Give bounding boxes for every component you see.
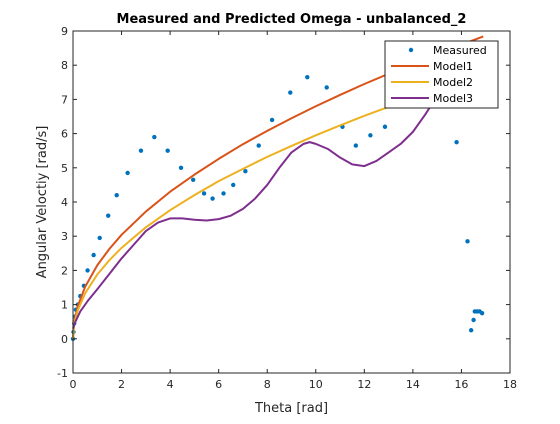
data-point (305, 74, 310, 80)
x-tick-label: 6 (215, 378, 222, 391)
data-point (201, 191, 207, 196)
x-tick-label: 10 (309, 378, 323, 391)
data-point (97, 235, 102, 241)
data-point (165, 148, 170, 153)
data-point (368, 133, 373, 138)
data-point (269, 117, 275, 123)
legend-box (384, 40, 499, 109)
data-point (85, 268, 90, 273)
x-tick-label: 0 (70, 378, 77, 391)
data-point (382, 124, 388, 129)
data-point (468, 328, 474, 333)
data-point (114, 192, 119, 198)
y-tick-label: 2 (61, 264, 68, 277)
x-tick-label: 14 (406, 378, 420, 391)
y-tick-label: 7 (61, 93, 68, 106)
x-tick-label: 2 (118, 378, 125, 391)
data-point (324, 85, 329, 90)
x-tick-label: 18 (503, 378, 517, 391)
y-tick-label: -1 (57, 367, 68, 380)
y-tick-label: 8 (61, 59, 68, 72)
y-tick-label: 1 (61, 299, 68, 312)
data-point (243, 169, 248, 174)
data-point (106, 213, 111, 218)
data-point (256, 143, 261, 148)
data-point (231, 182, 236, 188)
data-point (465, 239, 470, 244)
legend-label-measured: Measured (433, 44, 487, 57)
y-tick-label: 5 (61, 162, 68, 175)
data-point (454, 139, 459, 145)
data-point (479, 310, 485, 316)
legend-marker-measured (408, 47, 414, 53)
y-axis-label: Angular Veloctiy [rad/s] (35, 126, 50, 279)
y-tick-label: 4 (61, 196, 68, 209)
y-tick-label: 3 (61, 230, 68, 243)
data-point (178, 165, 184, 170)
x-tick-label: 8 (264, 378, 271, 391)
chart-title: Measured and Predicted Omega - unbalance… (117, 12, 467, 27)
x-axis-label: Theta [rad] (254, 401, 328, 416)
legend-label-model1: Model1 (433, 60, 473, 73)
legend: Measured Model1 Model2 Model3 (384, 40, 499, 109)
data-point (138, 148, 144, 153)
y-ticks: -1 0 1 2 3 4 5 6 7 8 9 (57, 25, 510, 380)
x-tick-label: 16 (454, 378, 468, 391)
data-point (353, 143, 359, 148)
data-point (125, 170, 130, 176)
data-point (471, 317, 476, 323)
legend-label-model2: Model2 (433, 76, 473, 89)
series-line-model3 (72, 95, 439, 329)
data-point (210, 196, 215, 201)
legend-label-model3: Model3 (433, 92, 473, 105)
y-tick-label: 9 (61, 25, 68, 38)
data-point (91, 252, 96, 258)
x-tick-label: 4 (167, 378, 174, 391)
y-tick-label: 6 (61, 128, 68, 141)
x-ticks: 0 2 4 6 8 10 12 14 16 18 (70, 31, 517, 391)
y-tick-label: 0 (61, 333, 68, 346)
data-point (221, 191, 226, 196)
data-point (152, 134, 157, 140)
data-point (190, 177, 196, 182)
x-tick-label: 12 (357, 378, 371, 391)
data-point (288, 90, 293, 95)
